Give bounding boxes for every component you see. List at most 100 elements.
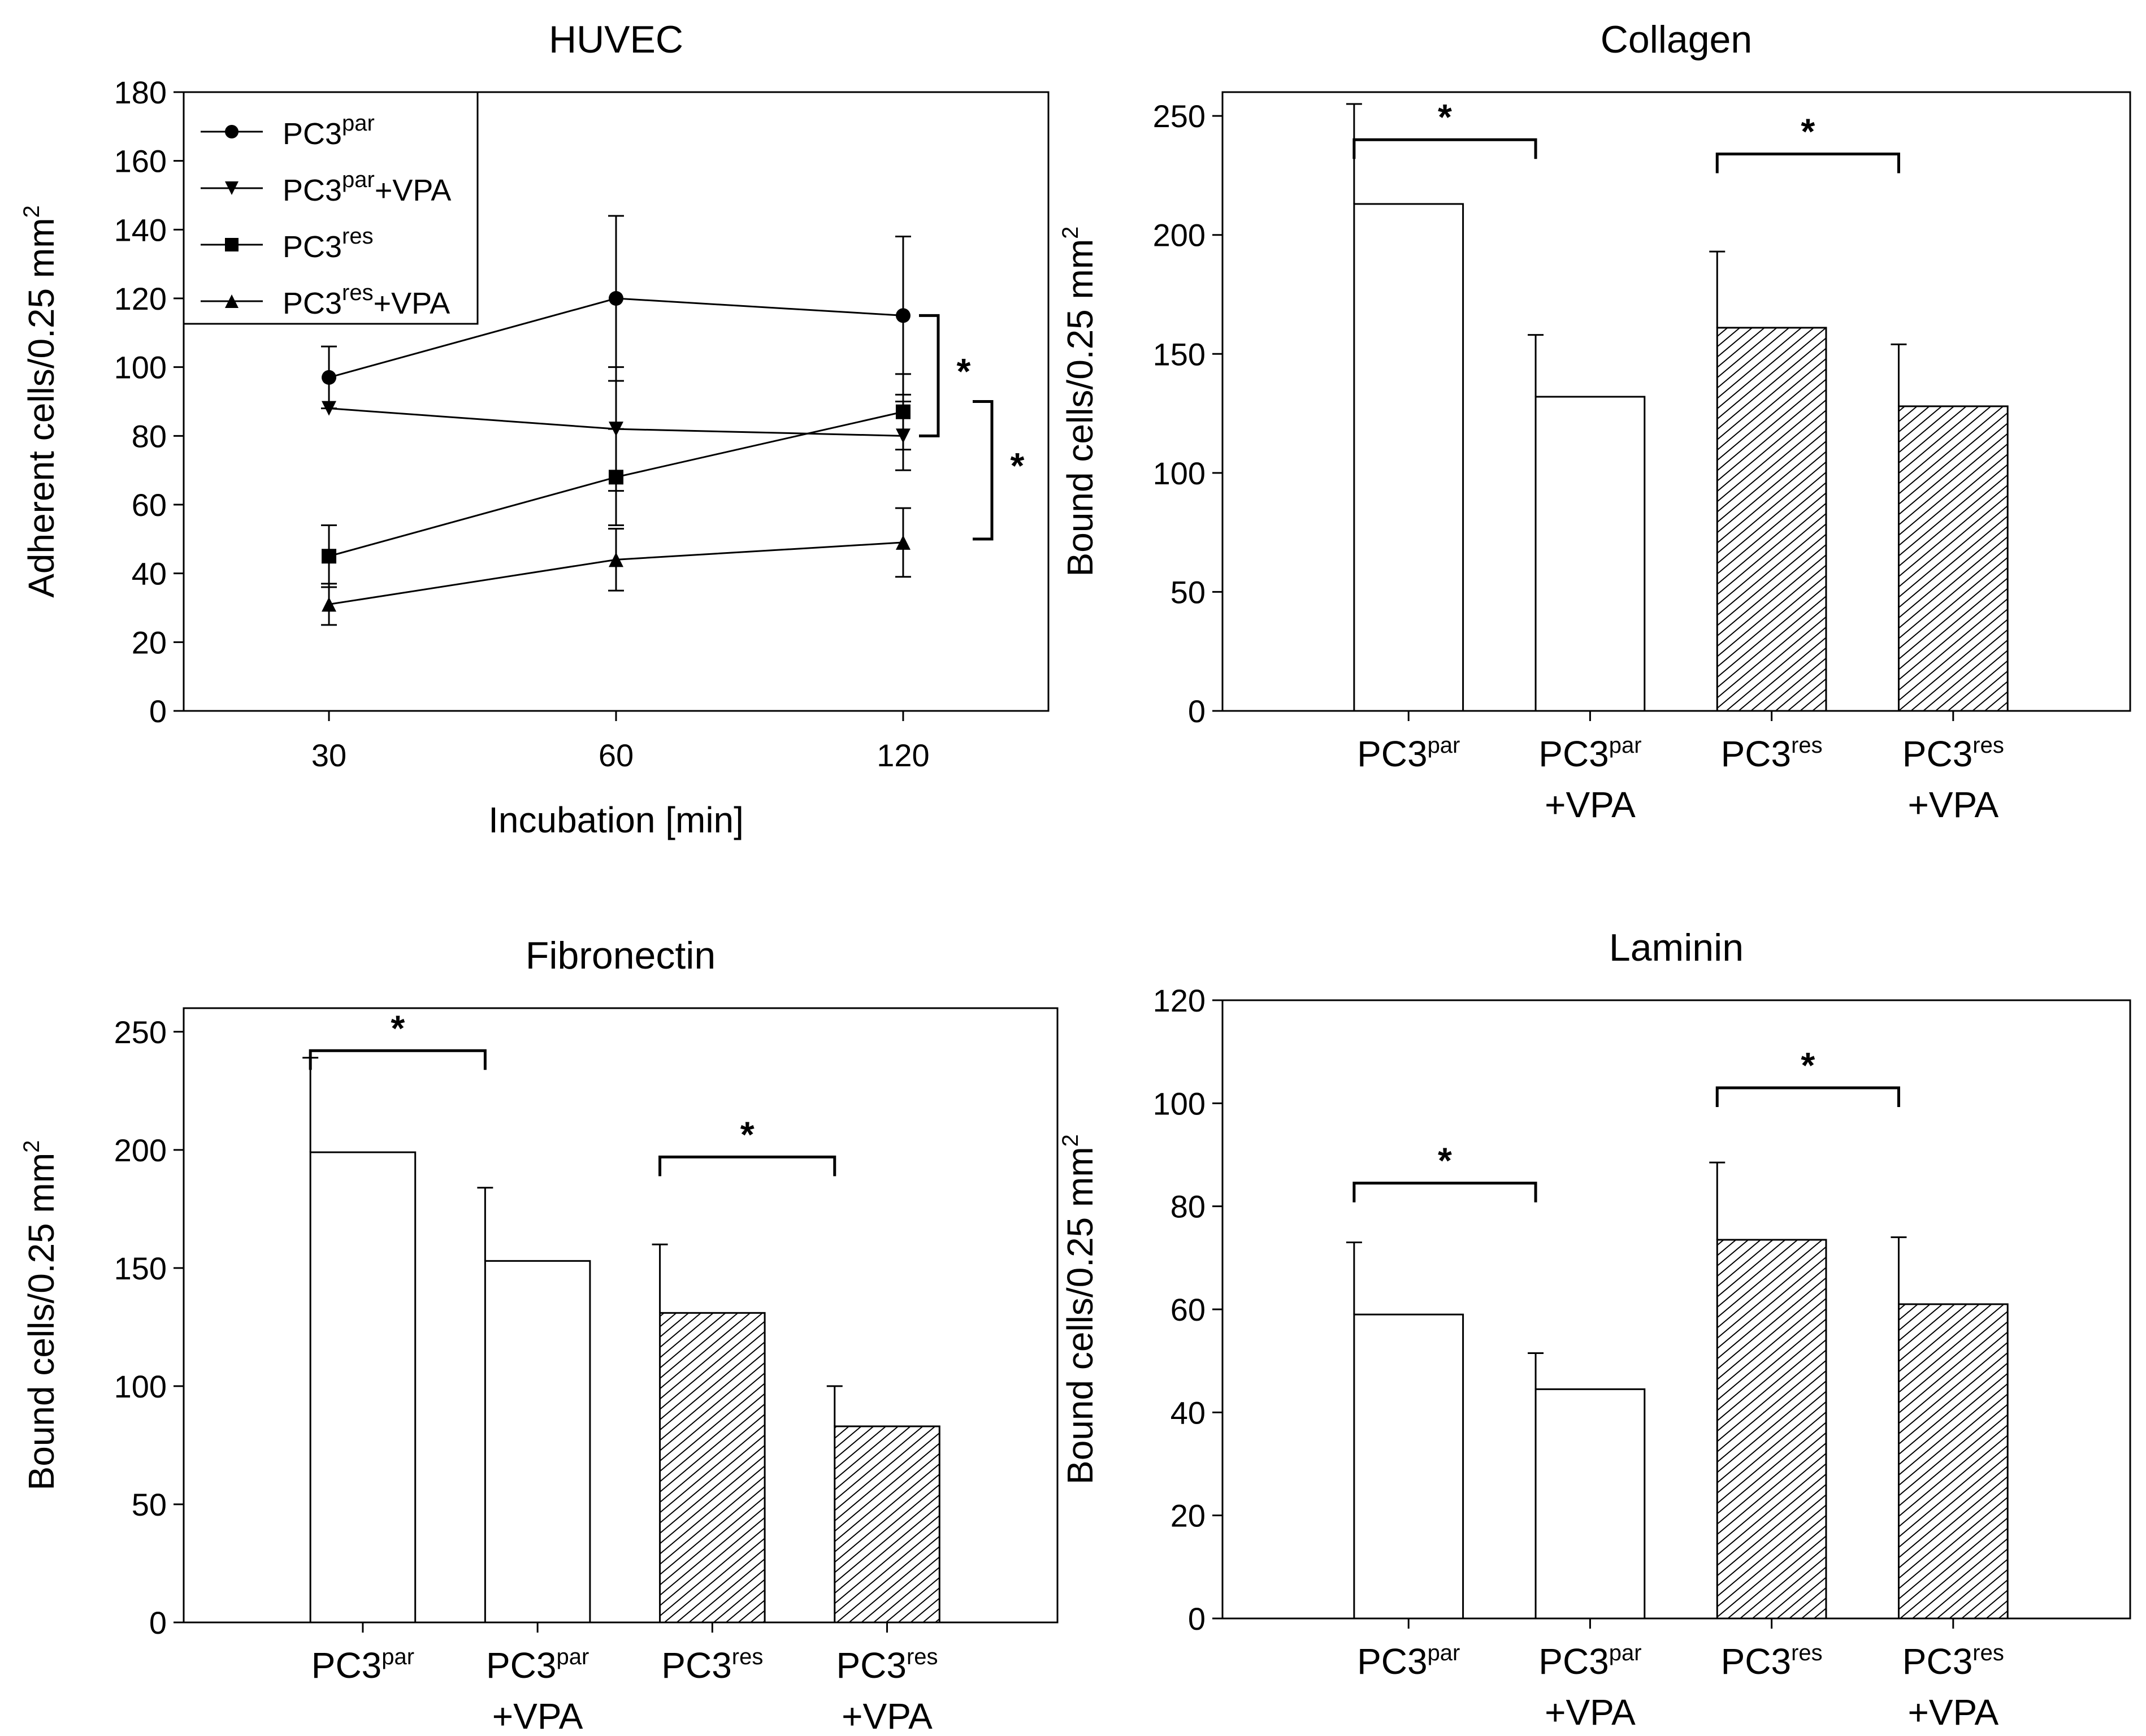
data-point <box>322 597 337 612</box>
category-label: PC3res <box>1902 1640 2004 1682</box>
y-axis-label-sup: 2 <box>19 1140 44 1153</box>
y-axis-label-text: Bound cells/0.25 mm <box>21 1153 62 1491</box>
y-tick-label: 120 <box>1153 983 1206 1018</box>
category-label-base: PC3 <box>661 1645 732 1686</box>
y-tick-label: 100 <box>1153 455 1206 491</box>
category-label-base: PC3 <box>1357 1641 1428 1682</box>
chart-title: Fibronectin <box>526 934 716 977</box>
data-point <box>609 552 623 567</box>
category-label-sup: par <box>1428 733 1460 758</box>
y-tick-label: 200 <box>1153 218 1206 253</box>
y-axis-label-sup: 2 <box>1058 227 1083 239</box>
chart-title: Collagen <box>1601 18 1752 61</box>
category-label-sup: res <box>1972 1640 2004 1665</box>
category-label-line2: +VPA <box>492 1696 583 1736</box>
plot-frame <box>1221 91 2131 712</box>
y-axis-label: Bound cells/0.25 mm2 <box>19 1140 62 1491</box>
category-label-base: PC3 <box>486 1645 557 1686</box>
significance-star: * <box>740 1114 755 1155</box>
y-axis-label-sup: 2 <box>1058 1134 1083 1147</box>
fibronectin-panel: 0 50 100 150 200 250 Fibronectin Bound cells/0.… <box>19 934 1059 1736</box>
y-axis-label: Bound cells/0.25 mm2 <box>1058 1134 1100 1485</box>
y-tick-label: 100 <box>114 350 167 385</box>
y-tick-label: 180 <box>114 75 167 110</box>
legend-label-sup: res <box>342 224 374 249</box>
category-label-sup: par <box>1428 1640 1460 1665</box>
legend-label-suffix: +VPA <box>374 287 450 320</box>
y-tick-label: 100 <box>114 1369 167 1404</box>
legend-label-sup: par <box>342 111 375 136</box>
data-point <box>322 549 337 564</box>
legend-label-base: PC3 <box>283 173 342 207</box>
category-label-base: PC3 <box>1538 1641 1609 1682</box>
y-tick-label: 50 <box>1170 574 1206 610</box>
category-label-sup: par <box>556 1644 589 1669</box>
category-label-sup: par <box>381 1644 414 1669</box>
category-label: PC3par <box>486 1644 589 1686</box>
legend-marker <box>225 181 239 195</box>
bar <box>1534 1388 1646 1620</box>
chart-title: HUVEC <box>549 18 683 61</box>
legend-label-base: PC3 <box>283 230 342 264</box>
y-tick-label: 150 <box>114 1251 167 1286</box>
category-label: PC3par <box>1357 733 1460 774</box>
y-tick-label: 40 <box>1170 1395 1206 1430</box>
significance-bracket <box>1715 1086 1900 1107</box>
chart-title: Laminin <box>1609 926 1744 969</box>
category-label-base: PC3 <box>1902 1641 1973 1682</box>
category-label-line2: +VPA <box>842 1696 933 1736</box>
y-axis-label: Adherent cells/0.25 mm2 <box>19 205 62 598</box>
y-tick-label: 0 <box>1188 693 1206 729</box>
significance-bracket <box>309 1049 487 1070</box>
legend-label-suffix: +VPA <box>375 173 452 207</box>
data-point <box>895 404 911 419</box>
bar <box>484 1260 591 1624</box>
category-label-sup: par <box>1609 733 1642 758</box>
y-tick-label: 250 <box>1153 98 1206 134</box>
category-label: PC3par <box>1538 733 1641 774</box>
category-label-line2: +VPA <box>1907 784 1998 825</box>
significance-star: * <box>1011 445 1025 486</box>
bar <box>834 1425 940 1624</box>
collagen-panel: 0 50 100 150 200 250 Collagen Bound cells/0.25 … <box>1058 18 2131 825</box>
data-point <box>609 470 623 485</box>
plot-frame <box>183 1007 1059 1624</box>
data-point <box>895 535 911 550</box>
bar <box>1897 405 2009 712</box>
bar <box>1534 396 1646 712</box>
category-label-sup: res <box>732 1644 764 1669</box>
bar <box>1897 1303 2009 1620</box>
y-tick-label: 20 <box>1170 1498 1206 1534</box>
y-tick-label: 200 <box>114 1132 167 1168</box>
category-label-line2: +VPA <box>1545 784 1636 825</box>
y-tick-label: 100 <box>1153 1086 1206 1121</box>
category-label-sup: res <box>907 1644 938 1669</box>
significance-bracket <box>1352 1182 1537 1203</box>
category-label-base: PC3 <box>1721 734 1792 774</box>
bar <box>309 1151 417 1624</box>
category-label: PC3par <box>1357 1640 1460 1682</box>
legend-marker <box>225 238 239 251</box>
significance-bracket <box>1715 153 1900 173</box>
bar <box>1716 327 1827 712</box>
category-label-base: PC3 <box>1721 1641 1792 1682</box>
y-tick-label: 20 <box>132 624 167 660</box>
category-label-sup: res <box>1972 733 2004 758</box>
legend-label-base: PC3 <box>283 117 342 151</box>
significance-bracket <box>973 400 994 541</box>
y-axis-label-text: Adherent cells/0.25 mm <box>21 218 62 597</box>
y-tick-label: 60 <box>132 487 167 523</box>
data-point <box>322 401 337 416</box>
y-tick-label: 0 <box>149 1605 167 1640</box>
significance-star: * <box>391 1008 405 1048</box>
y-tick-label: 120 <box>114 281 167 316</box>
category-label-sup: res <box>1791 733 1823 758</box>
category-label: PC3par <box>1538 1640 1641 1682</box>
data-point <box>895 308 911 323</box>
legend-label: PC3par <box>283 111 375 151</box>
category-label-base: PC3 <box>311 1645 382 1686</box>
significance-bracket <box>1352 138 1537 159</box>
significance-star: * <box>1438 1140 1452 1181</box>
data-point <box>322 370 337 385</box>
